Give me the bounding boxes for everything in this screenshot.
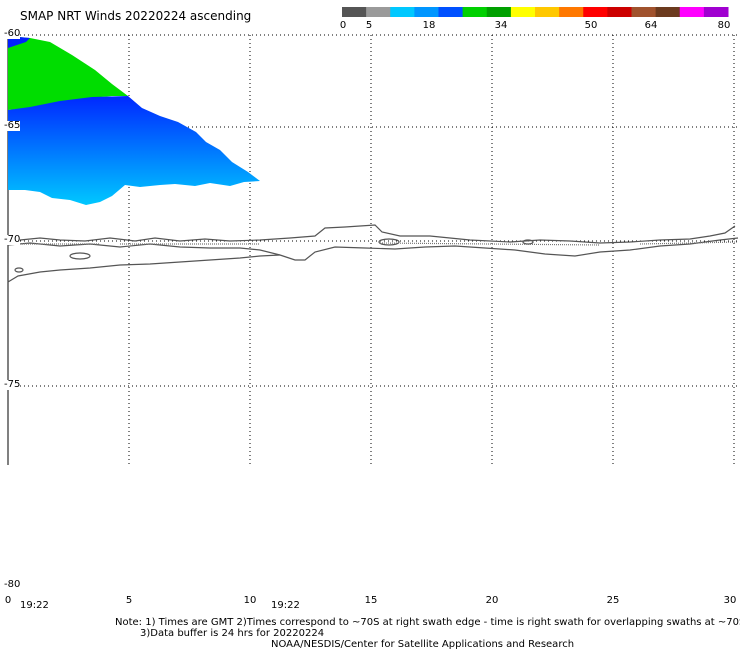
swath-time-right: 19:22 — [271, 600, 300, 611]
scale-tick-50: 50 — [584, 20, 598, 31]
lat-label-75: -75 — [4, 379, 21, 390]
swath-green-region — [8, 36, 128, 110]
scale-tick-18: 18 — [422, 20, 436, 31]
scale-swatch — [703, 7, 729, 17]
lon-label-25: 25 — [606, 595, 620, 606]
lon-label-5: 5 — [125, 595, 133, 606]
lon-label-0: 0 — [4, 595, 12, 606]
lat-label-70: -70 — [4, 234, 21, 245]
scale-swatch — [679, 7, 705, 17]
scale-swatch — [655, 7, 681, 17]
lon-label-15: 15 — [364, 595, 378, 606]
scale-tick-34: 34 — [494, 20, 508, 31]
scale-swatch — [607, 7, 633, 17]
lat-lon-grid — [8, 34, 738, 465]
scale-swatch — [486, 7, 512, 17]
lat-label-65: -65 — [4, 120, 21, 131]
scale-tick-80: 80 — [717, 20, 731, 31]
map-title: SMAP NRT Winds 20220224 ascending — [20, 9, 252, 23]
lon-label-10: 10 — [243, 595, 257, 606]
lon-label-30: 30 — [723, 595, 737, 606]
coastline — [7, 224, 739, 283]
scale-swatch — [559, 7, 584, 17]
scale-swatch — [390, 7, 415, 17]
lat-label-80: -80 — [4, 579, 21, 590]
swath-dark-blue-corner — [8, 36, 30, 48]
note-line-1: Note: 1) Times are GMT 2)Times correspon… — [115, 617, 740, 628]
lon-label-20: 20 — [485, 595, 499, 606]
lat-label-60: -60 — [4, 28, 21, 39]
scale-swatch — [462, 7, 488, 17]
scale-swatch — [510, 7, 536, 17]
scale-swatch — [414, 7, 440, 17]
scale-tick-0: 0 — [339, 20, 347, 31]
scale-tick-5: 5 — [365, 20, 373, 31]
scale-swatch — [342, 7, 367, 17]
scale-swatch — [583, 7, 608, 17]
note-line-2: 3)Data buffer is 24 hrs for 20220224 — [140, 628, 325, 639]
scale-swatch — [631, 7, 657, 17]
swath-time-left: 19:22 — [20, 600, 49, 611]
note-line-3: NOAA/NESDIS/Center for Satellite Applica… — [271, 639, 575, 650]
wind-speed-color-scale — [342, 7, 729, 17]
wind-swath — [8, 36, 260, 205]
scale-tick-64: 64 — [644, 20, 658, 31]
swath-blue-region — [8, 96, 260, 205]
scale-swatch — [535, 7, 560, 17]
scale-swatch — [366, 7, 391, 17]
scale-swatch — [438, 7, 464, 17]
